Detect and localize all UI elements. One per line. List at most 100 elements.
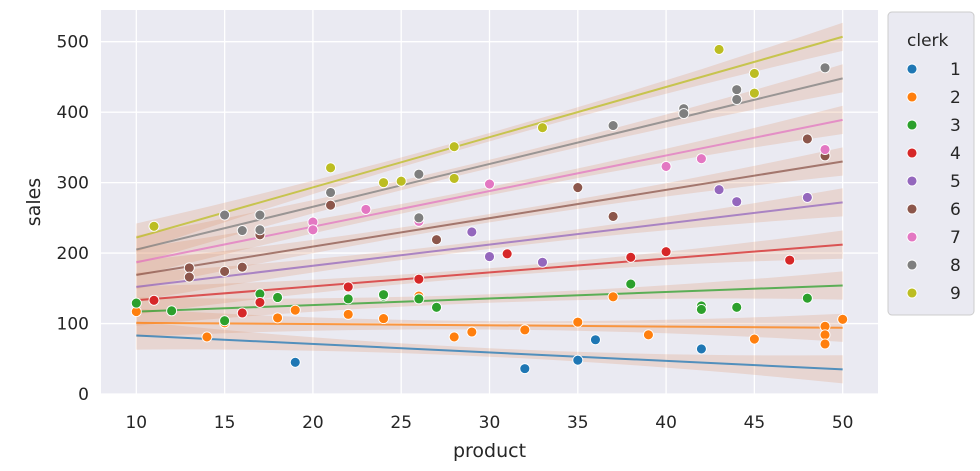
x-tick-label: 30 <box>479 413 501 433</box>
data-point <box>748 87 760 99</box>
regression-line <box>136 321 843 329</box>
regression-line <box>136 77 843 251</box>
data-point <box>695 153 707 165</box>
data-point <box>819 62 831 74</box>
legend-marker <box>906 231 918 243</box>
data-point <box>325 187 337 198</box>
data-point <box>236 307 248 319</box>
x-tick-label: 10 <box>125 413 147 433</box>
legend-label: 9 <box>950 284 961 304</box>
data-point <box>801 191 813 203</box>
legend-marker <box>906 63 918 75</box>
legend-marker <box>906 119 918 131</box>
data-point <box>713 184 725 196</box>
data-point <box>590 334 601 346</box>
x-tick-label: 35 <box>567 413 589 433</box>
data-point <box>236 225 248 236</box>
legend: clerk 1 2 3 4 5 6 7 8 9 <box>887 11 975 316</box>
data-point <box>607 210 619 222</box>
x-axis-ticks: 10 15 20 25 30 35 40 45 50 <box>125 413 853 433</box>
regression-line <box>136 201 843 288</box>
data-point <box>413 293 425 305</box>
data-point <box>219 315 231 327</box>
data-point <box>607 291 619 303</box>
data-point <box>360 203 372 215</box>
data-point <box>448 172 460 184</box>
legend-label: 3 <box>950 116 961 136</box>
legend-label: 4 <box>950 144 961 164</box>
data-point <box>130 297 142 309</box>
data-point <box>413 168 425 180</box>
x-tick-label: 15 <box>214 413 236 433</box>
data-point <box>466 226 478 238</box>
data-point <box>537 256 548 268</box>
data-point <box>289 356 301 368</box>
legend-label: 2 <box>950 88 961 108</box>
data-point <box>713 44 725 55</box>
data-point <box>519 324 531 336</box>
y-tick-label: 200 <box>57 244 89 264</box>
data-point <box>378 313 389 325</box>
y-tick-label: 400 <box>57 103 89 123</box>
data-point <box>289 304 301 316</box>
data-point <box>448 331 460 343</box>
data-point <box>660 246 672 258</box>
x-axis-title: product <box>453 440 526 462</box>
data-point <box>625 278 637 290</box>
data-point <box>572 354 584 366</box>
data-point <box>819 329 831 341</box>
data-point <box>748 67 760 79</box>
data-point <box>660 160 672 172</box>
data-point <box>378 289 389 301</box>
data-point <box>731 84 743 96</box>
data-point <box>501 248 513 260</box>
y-tick-label: 0 <box>78 385 89 405</box>
data-point <box>537 122 548 134</box>
data-point <box>219 265 231 277</box>
data-point <box>272 292 284 303</box>
data-point <box>342 281 354 293</box>
data-point <box>413 212 425 224</box>
data-point <box>731 196 743 208</box>
regression-line <box>136 243 843 302</box>
x-tick-label: 50 <box>832 413 854 433</box>
data-point <box>307 224 319 236</box>
legend-marker <box>906 287 918 299</box>
legend-marker <box>906 91 918 103</box>
data-point <box>572 182 584 194</box>
data-point <box>695 303 707 315</box>
legend-box <box>887 11 975 316</box>
data-point <box>325 199 337 211</box>
legend-label: 1 <box>950 60 961 80</box>
data-point <box>784 254 796 266</box>
regression-line <box>136 334 843 371</box>
data-point <box>819 144 831 155</box>
data-point <box>484 178 495 190</box>
regression-line <box>136 160 843 276</box>
x-tick-label: 25 <box>390 413 412 433</box>
regression-lines <box>136 35 843 371</box>
legend-marker <box>906 259 918 271</box>
legend-marker <box>906 203 918 215</box>
data-point <box>801 292 813 304</box>
legend-title: clerk <box>907 31 949 51</box>
data-point <box>466 326 478 338</box>
data-point <box>431 301 442 313</box>
data-point <box>695 343 707 355</box>
data-point <box>678 108 690 120</box>
regression-line <box>136 118 843 264</box>
data-point <box>625 251 637 263</box>
data-point <box>148 294 160 306</box>
data-point <box>236 261 248 273</box>
data-point <box>342 293 354 305</box>
data-point <box>748 333 760 345</box>
data-point <box>395 175 407 187</box>
legend-label: 7 <box>950 228 961 248</box>
scatter-points <box>130 44 849 375</box>
data-point <box>801 133 813 145</box>
x-tick-label: 20 <box>302 413 324 433</box>
y-tick-label: 300 <box>57 174 89 194</box>
data-point <box>607 120 619 132</box>
data-point <box>731 94 743 105</box>
data-point <box>201 331 213 343</box>
